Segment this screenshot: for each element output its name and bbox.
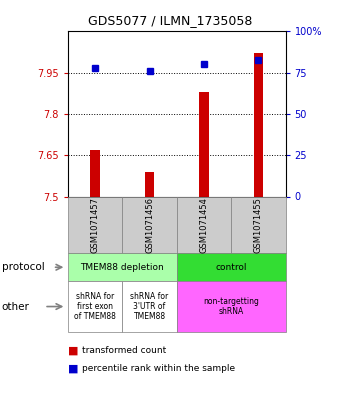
Bar [199,92,209,196]
Text: non-targetting
shRNA: non-targetting shRNA [203,297,259,316]
Text: TMEM88 depletion: TMEM88 depletion [81,263,164,272]
Text: ■: ■ [68,364,79,374]
Text: GSM1071456: GSM1071456 [145,197,154,253]
Bar [254,53,263,196]
Text: GSM1071454: GSM1071454 [200,197,208,253]
Bar [145,172,154,196]
Text: GDS5077 / ILMN_1735058: GDS5077 / ILMN_1735058 [88,14,252,27]
Text: GSM1071455: GSM1071455 [254,197,263,253]
Text: shRNA for
first exon
of TMEM88: shRNA for first exon of TMEM88 [74,292,116,321]
Bar [90,150,100,196]
Text: transformed count: transformed count [82,346,167,355]
Text: shRNA for
3'UTR of
TMEM88: shRNA for 3'UTR of TMEM88 [131,292,169,321]
Text: control: control [216,263,247,272]
Text: protocol: protocol [2,262,45,272]
Text: percentile rank within the sample: percentile rank within the sample [82,364,235,373]
Text: ■: ■ [68,345,79,356]
Text: GSM1071457: GSM1071457 [91,197,100,253]
Text: other: other [2,301,30,312]
